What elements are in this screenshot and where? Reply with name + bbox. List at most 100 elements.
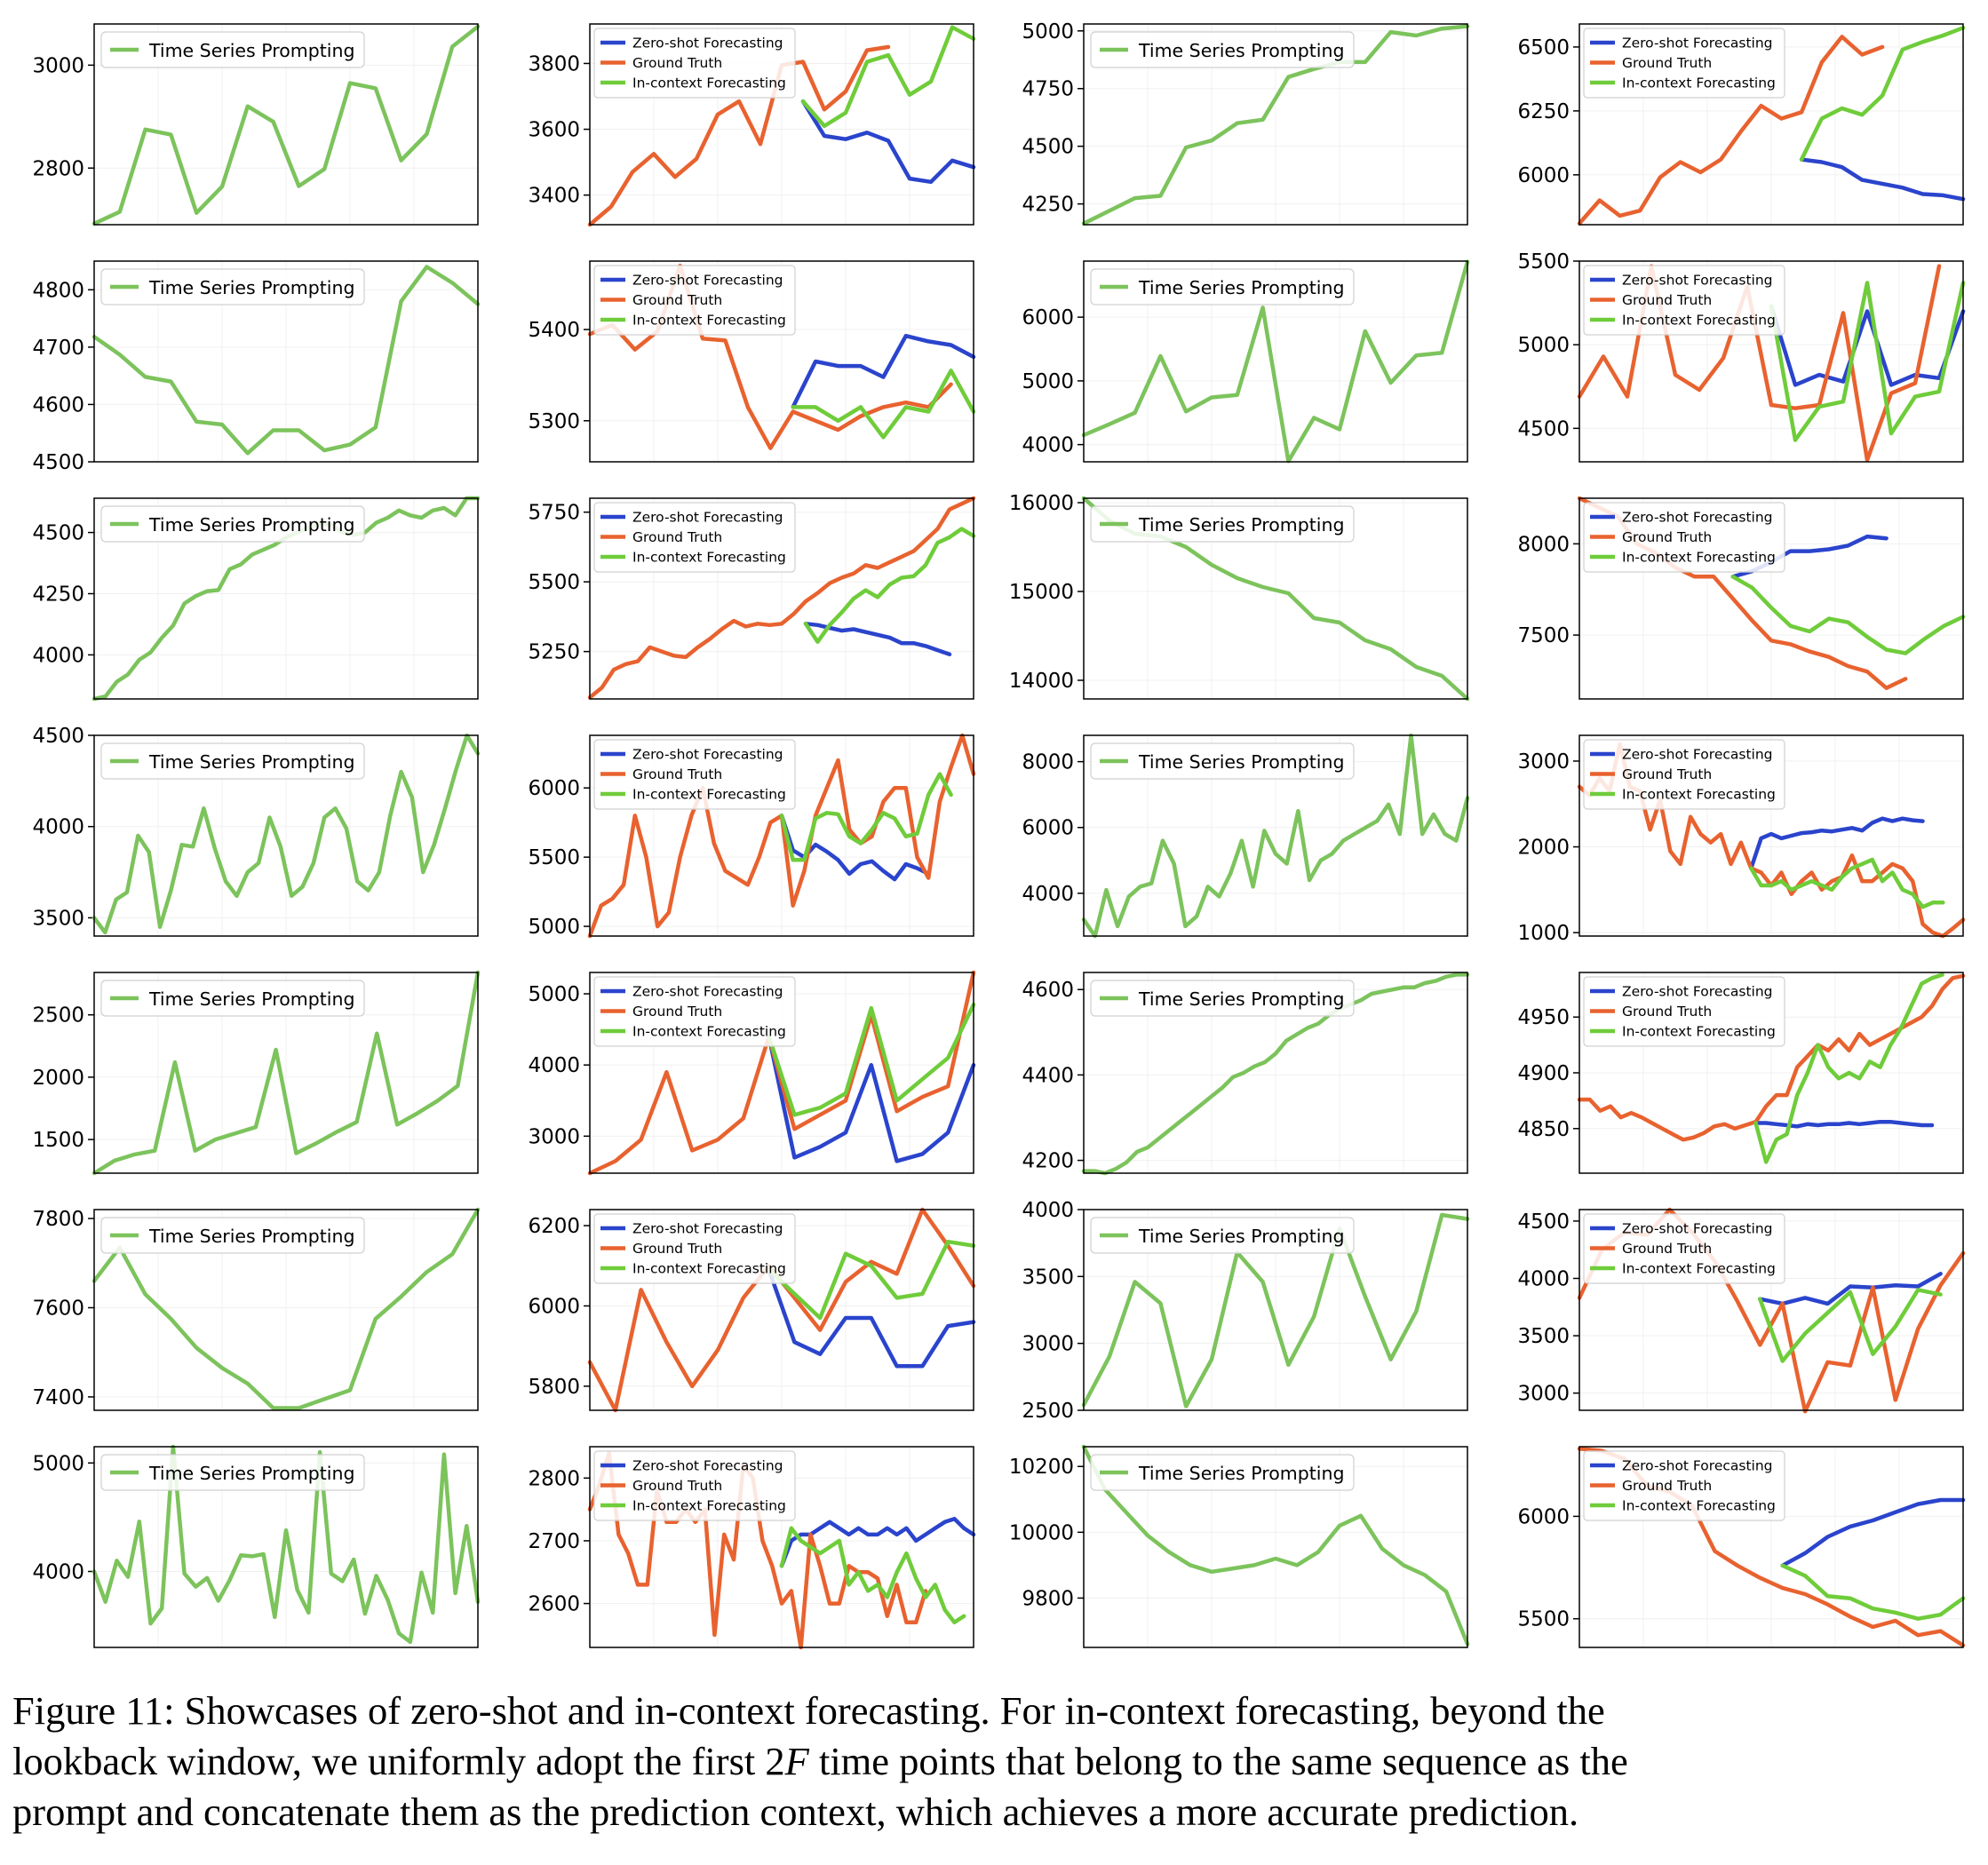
series-line-in_context [1799, 26, 1966, 162]
plot-frame [93, 972, 479, 1174]
caption-line-3: prompt and concatenate them as the predi… [12, 1790, 1579, 1834]
y-tick-label: 5000 [1517, 334, 1570, 357]
legend-label-prompting: Time Series Prompting [1138, 277, 1345, 298]
caption-line-1: Figure 11: Showcases of zero-shot and in… [12, 1688, 1605, 1733]
series-line-prompting [91, 1207, 481, 1410]
plot-frame [1083, 23, 1468, 226]
y-tick-label: 5000 [528, 916, 580, 939]
series-line-zero_shot [1780, 1497, 1966, 1568]
legend-label-zero_shot: Zero-shot Forecasting [1622, 1221, 1773, 1237]
plot-frame [589, 972, 974, 1174]
caption-math-F: F [784, 1739, 809, 1783]
y-tick-label: 2500 [1022, 1400, 1074, 1423]
legend-label-zero_shot: Zero-shot Forecasting [632, 36, 783, 52]
legend: Time Series Prompting [100, 31, 365, 68]
y-tick-label: 4000 [1022, 1199, 1074, 1222]
y-tick-label: 4250 [1022, 194, 1074, 217]
legend-box [593, 1213, 796, 1284]
legend-label-in_context: In-context Forecasting [1622, 313, 1776, 329]
chart-panel-6: 5300 5400 Zero-shot Forecasting Ground Trut… [528, 260, 976, 463]
legend-label-ground_truth: Ground Truth [632, 529, 722, 545]
legend: Time Series Prompting [100, 1217, 365, 1254]
chart-panel-24: 3000 3500 4000 4500 Zero-shot Forecasting Gro… [1517, 1207, 1966, 1414]
legend-box [1090, 31, 1355, 68]
chart-panel-27: 9800 10000 10200 Time Series Prompting [1009, 1444, 1470, 1648]
y-tick-label: 7500 [1517, 624, 1570, 647]
chart-panel-5: 4500 4600 4700 4800 Time Series Prompting [32, 260, 481, 474]
y-tick-label: 6000 [528, 777, 580, 800]
legend-label-prompting: Time Series Prompting [148, 751, 355, 773]
legend-box [100, 505, 365, 543]
legend: Time Series Prompting [1090, 268, 1355, 306]
legend-box [593, 739, 796, 810]
chart-panel-22: 5800 6000 6200 Zero-shot Forecasting Ground … [528, 1207, 976, 1413]
plot-frame [1578, 734, 1964, 937]
y-tick-label: 3000 [1517, 750, 1570, 774]
y-tick-label: 6000 [1517, 1505, 1570, 1528]
y-tick-label: 3000 [32, 54, 84, 77]
y-tick-label: 4500 [1517, 1210, 1570, 1234]
chart-panel-17: 1500 2000 2500 Time Series Prompting [32, 970, 481, 1176]
y-tick-label: 1500 [32, 1129, 84, 1152]
legend-box [593, 1450, 796, 1521]
y-tick-label: 4200 [1022, 1150, 1074, 1173]
legend-label-in_context: In-context Forecasting [632, 550, 786, 566]
legend-box [1090, 268, 1355, 306]
series-line-prompting [1081, 1212, 1470, 1409]
legend: Time Series Prompting [100, 505, 365, 543]
legend-box [593, 502, 796, 573]
y-tick-label: 8000 [1022, 751, 1074, 774]
legend-label-ground_truth: Ground Truth [1622, 55, 1712, 71]
y-tick-label: 2700 [528, 1530, 580, 1553]
y-tick-label: 6000 [1022, 306, 1074, 329]
plot-frame [589, 1446, 974, 1648]
y-tick-label: 3000 [528, 1125, 580, 1148]
legend-box [1090, 1217, 1355, 1254]
legend-label-prompting: Time Series Prompting [148, 1463, 355, 1484]
legend: Time Series Prompting [1090, 505, 1355, 543]
legend-label-ground_truth: Ground Truth [1622, 1241, 1712, 1257]
series-line-prompting [91, 733, 481, 935]
y-tick-label: 6200 [528, 1215, 580, 1238]
legend-label-prompting: Time Series Prompting [1138, 1226, 1345, 1247]
plot-frame [589, 734, 974, 937]
legend-label-in_context: In-context Forecasting [1622, 787, 1776, 803]
legend: Zero-shot Forecasting Ground Truth In-cont… [1583, 1213, 1785, 1284]
figure-caption: Figure 11: Showcases of zero-shot and in… [12, 1686, 1980, 1837]
y-tick-label: 5500 [1517, 250, 1570, 274]
legend-label-zero_shot: Zero-shot Forecasting [1622, 273, 1773, 289]
legend-label-ground_truth: Ground Truth [632, 55, 722, 71]
y-tick-label: 8000 [1517, 533, 1570, 556]
series-line-ground_truth [587, 263, 953, 450]
legend: Zero-shot Forecasting Ground Truth In-cont… [1583, 976, 1785, 1047]
y-tick-label: 5250 [528, 641, 580, 664]
legend-label-in_context: In-context Forecasting [632, 1498, 786, 1514]
legend-label-zero_shot: Zero-shot Forecasting [632, 273, 783, 289]
y-tick-label: 7800 [32, 1208, 84, 1231]
series-line-in_context [767, 1002, 976, 1117]
y-tick-label: 2000 [1517, 837, 1570, 860]
series-line-zero_shot [779, 1516, 976, 1568]
legend-label-ground_truth: Ground Truth [632, 1241, 722, 1257]
y-tick-label: 5000 [1022, 370, 1074, 393]
series-line-prompting [91, 1444, 481, 1645]
y-tick-label: 3500 [1022, 1266, 1074, 1289]
chart-panel-20: 4850 4900 4950 Zero-shot Forecasting Ground … [1517, 972, 1966, 1174]
y-tick-label: 2600 [528, 1593, 580, 1616]
y-tick-label: 4750 [1022, 78, 1074, 101]
chart-panel-16: 1000 2000 3000 Zero-shot Forecasting Ground … [1517, 734, 1966, 945]
series-line-ground_truth [587, 44, 891, 227]
series-line-in_context [1753, 972, 1944, 1164]
plot-frame [93, 734, 479, 937]
legend-label-prompting: Time Series Prompting [1138, 988, 1345, 1010]
y-tick-label: 4900 [1517, 1062, 1570, 1085]
y-tick-label: 5800 [528, 1376, 580, 1399]
chart-panel-15: 4000 6000 8000 Time Series Prompting [1022, 733, 1470, 939]
legend-box [1090, 742, 1355, 780]
legend-label-ground_truth: Ground Truth [1622, 766, 1712, 782]
legend-label-zero_shot: Zero-shot Forecasting [632, 984, 783, 1000]
legend-label-zero_shot: Zero-shot Forecasting [1622, 1458, 1773, 1474]
y-tick-label: 5000 [32, 1452, 84, 1475]
y-tick-label: 4700 [32, 337, 84, 360]
plot-frame [93, 260, 479, 463]
